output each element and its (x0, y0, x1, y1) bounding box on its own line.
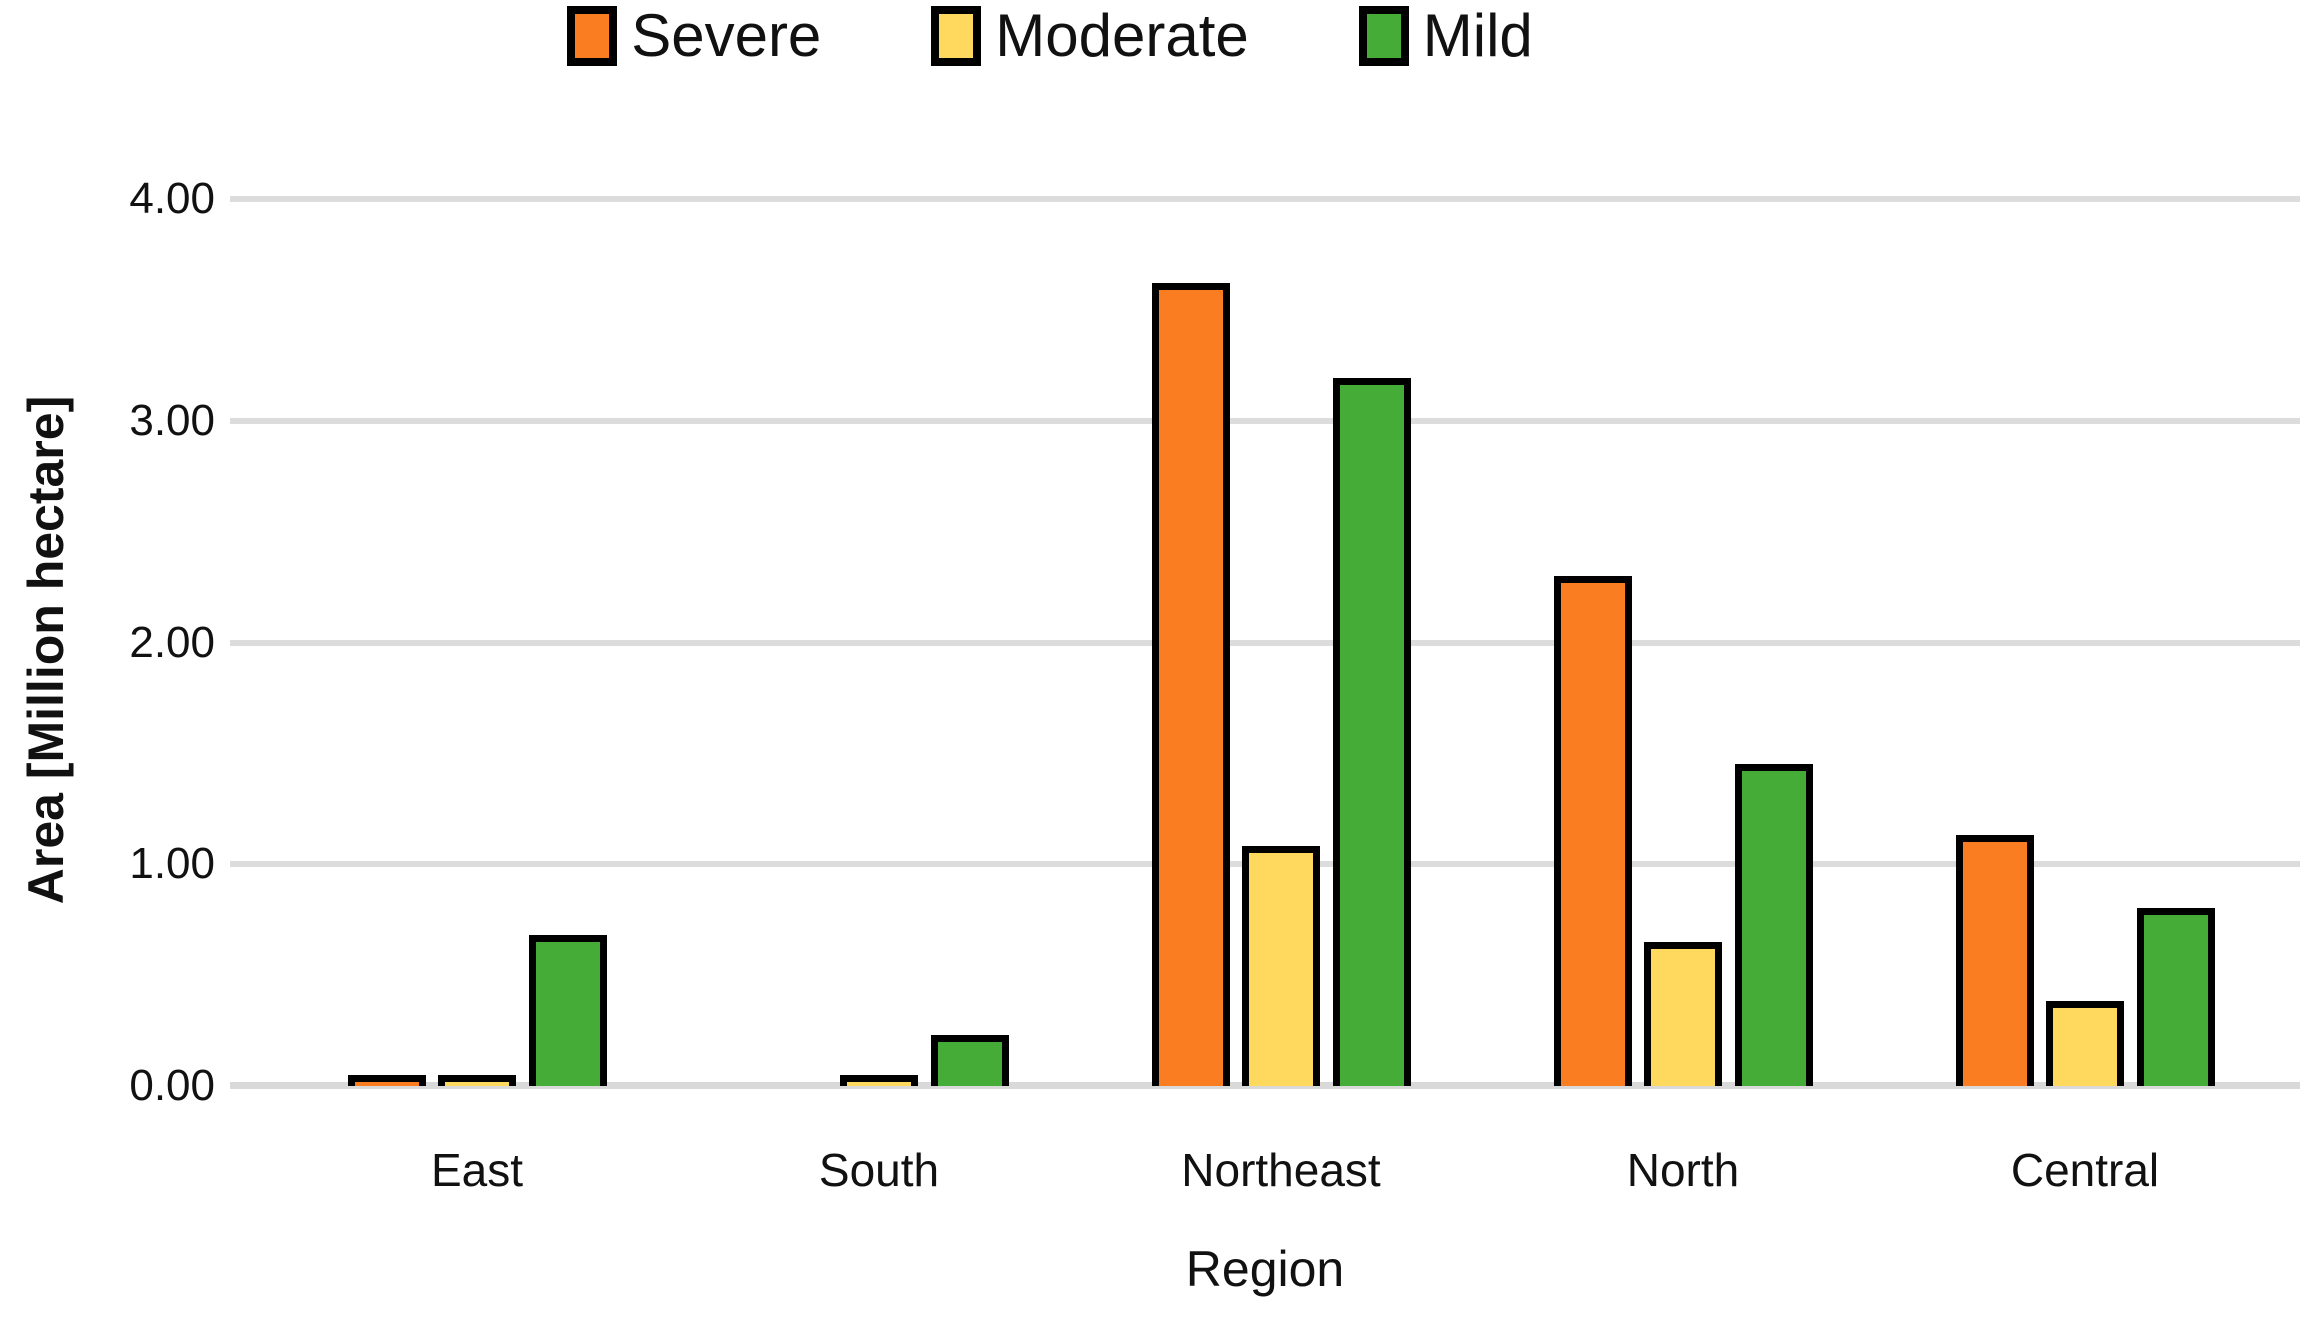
gridline-2 (230, 639, 2300, 646)
bar-south-moderate (840, 1074, 918, 1086)
bar-east-mild (528, 934, 607, 1086)
bar-north-mild (1734, 764, 1813, 1086)
legend-swatch-severe (567, 6, 618, 66)
y-tick-label: 0.00 (129, 1061, 215, 1110)
bar-northeast-moderate (1242, 846, 1320, 1086)
legend-item-mild: Mild (1358, 2, 1533, 69)
x-tick-label-south: South (818, 1144, 940, 1196)
bar-north-moderate (1644, 941, 1722, 1086)
bar-northeast-mild (1332, 378, 1411, 1086)
legend-swatch-mild (1358, 6, 1409, 66)
y-tick-label: 3.00 (129, 395, 215, 445)
x-tick-label-northeast: Northeast (1181, 1144, 1381, 1196)
legend-label: Mild (1422, 2, 1533, 69)
legend-swatch-moderate (931, 6, 982, 66)
plot-area (230, 196, 2300, 1089)
gridline-4 (230, 196, 2300, 202)
bar-east-moderate (438, 1074, 516, 1086)
x-tick-label-north: North (1626, 1144, 1740, 1196)
legend-item-moderate: Moderate (931, 2, 1249, 69)
bar-central-mild (2136, 908, 2215, 1086)
gridline-3 (230, 417, 2300, 424)
y-tick-label: 1.00 (129, 839, 215, 889)
bar-central-moderate (2046, 1001, 2124, 1086)
x-axis-title: Region (1185, 1241, 1345, 1297)
bar-south-mild (930, 1034, 1009, 1086)
x-tick-label-central: Central (2010, 1144, 2160, 1196)
legend-label: Severe (631, 2, 822, 69)
y-tick-label: 4.00 (129, 174, 215, 223)
y-tick-label: 2.00 (129, 617, 215, 667)
bar-east-severe (347, 1074, 426, 1086)
bar-northeast-severe (1151, 282, 1230, 1086)
bar-north-severe (1553, 575, 1632, 1086)
legend-item-severe: Severe (567, 6, 821, 66)
legend-label: Moderate (995, 2, 1249, 69)
legend: Severe Moderate Mild (0, 6, 2205, 66)
bar-central-severe (1955, 835, 2034, 1086)
x-tick-label-east: East (430, 1144, 524, 1196)
